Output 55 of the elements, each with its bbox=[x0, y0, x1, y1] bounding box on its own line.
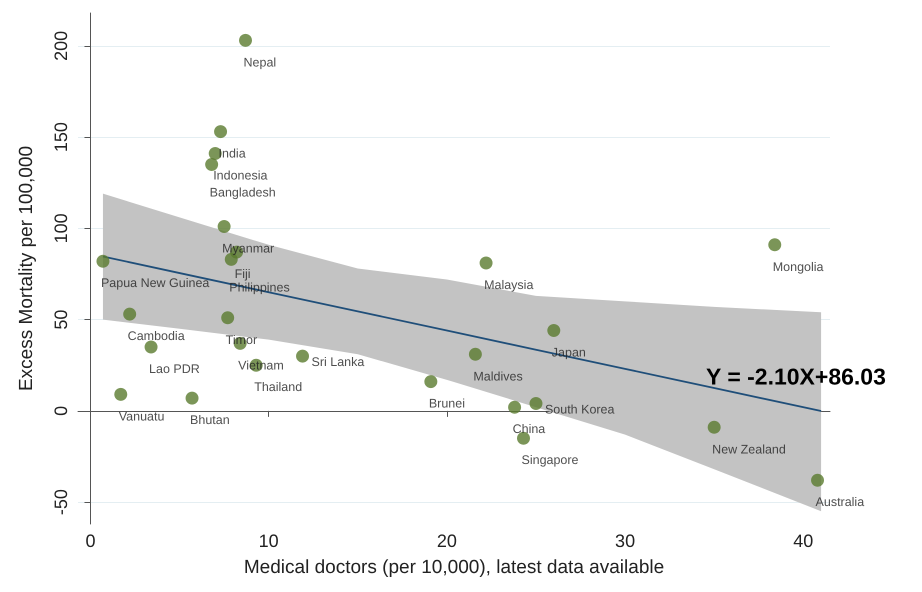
y-axis-title: Excess Mortality per 100,000 bbox=[16, 146, 37, 392]
data-label: Japan bbox=[552, 346, 586, 360]
data-label: Lao PDR bbox=[149, 362, 200, 376]
data-label: Papua New Guinea bbox=[100, 276, 210, 290]
point bbox=[96, 254, 110, 268]
data-label: Maldives bbox=[473, 369, 523, 384]
point bbox=[186, 392, 199, 405]
point bbox=[468, 348, 482, 361]
point bbox=[114, 388, 128, 401]
x-axis-title: Medical doctors (per 10,000), latest data available bbox=[244, 557, 664, 578]
point bbox=[218, 220, 231, 234]
data-label: Australia bbox=[816, 495, 864, 510]
data-label: Thailand bbox=[254, 380, 302, 394]
x-tick-label: 10 bbox=[258, 531, 279, 551]
data-label: Singapore bbox=[522, 453, 579, 468]
data-label: Bhutan bbox=[190, 413, 230, 428]
data-label: Fiji bbox=[234, 267, 251, 282]
data-label: China bbox=[512, 422, 546, 436]
y-tick-label: -50 bbox=[51, 489, 71, 516]
point bbox=[123, 308, 136, 321]
point bbox=[508, 400, 522, 414]
data-label: Bangladesh bbox=[210, 185, 276, 200]
data-label: Malaysia bbox=[484, 278, 534, 292]
point bbox=[144, 340, 158, 354]
point bbox=[296, 350, 310, 363]
data-label: South Korea bbox=[544, 402, 615, 417]
point bbox=[480, 256, 493, 270]
point bbox=[239, 34, 252, 47]
x-tick-label: 40 bbox=[793, 531, 814, 551]
y-tick-label: 200 bbox=[51, 30, 71, 61]
data-label: Mongolia bbox=[772, 260, 824, 274]
point bbox=[221, 311, 234, 324]
annotation: Y = -2.10X+86.03 bbox=[706, 364, 886, 390]
y-tick-label: 150 bbox=[51, 122, 71, 152]
point bbox=[205, 158, 218, 171]
data-label: New Zealand bbox=[712, 442, 786, 456]
y-tick-label: 100 bbox=[51, 213, 71, 244]
data-label: Nepal bbox=[244, 55, 276, 70]
point bbox=[529, 397, 542, 410]
point bbox=[768, 238, 782, 252]
data-label: Cambodia bbox=[128, 329, 185, 344]
point bbox=[547, 324, 560, 338]
data-label: Sri Lanka bbox=[312, 355, 364, 370]
x-tick-label: 20 bbox=[436, 531, 457, 551]
x-tick-label: 0 bbox=[85, 531, 96, 551]
data-label: Vanuatu bbox=[118, 409, 164, 424]
point bbox=[214, 125, 228, 138]
x-tick-label: 30 bbox=[615, 531, 636, 551]
data-label: Brunei bbox=[428, 396, 465, 411]
y-tick-label: 0 bbox=[51, 406, 71, 416]
point bbox=[811, 474, 824, 487]
data-label: Indonesia bbox=[213, 168, 268, 183]
point bbox=[424, 375, 438, 388]
y-tick-label: 50 bbox=[51, 310, 71, 330]
point bbox=[708, 420, 721, 434]
